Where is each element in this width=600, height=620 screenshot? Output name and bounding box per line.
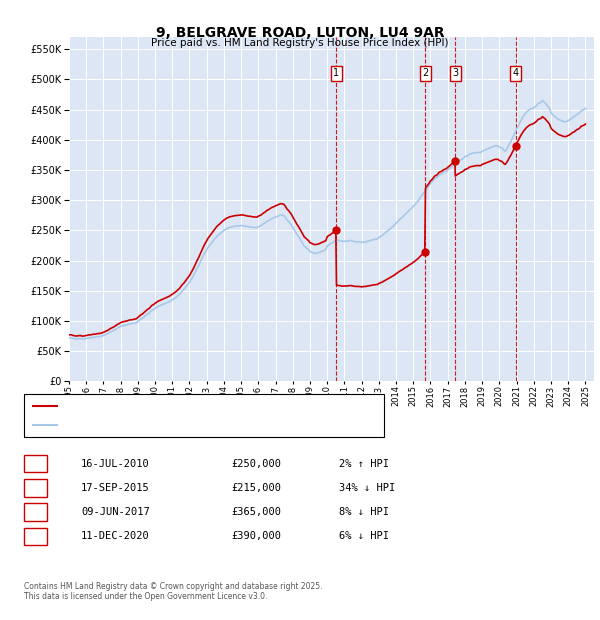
Text: 2% ↑ HPI: 2% ↑ HPI: [339, 459, 389, 469]
Text: 6% ↓ HPI: 6% ↓ HPI: [339, 531, 389, 541]
Text: 16-JUL-2010: 16-JUL-2010: [81, 459, 150, 469]
Text: 8% ↓ HPI: 8% ↓ HPI: [339, 507, 389, 517]
Text: 2: 2: [32, 483, 38, 493]
Text: 4: 4: [512, 68, 518, 78]
Text: 2: 2: [422, 68, 428, 78]
Text: HPI: Average price, detached house, Luton: HPI: Average price, detached house, Luto…: [63, 420, 256, 430]
Text: Price paid vs. HM Land Registry's House Price Index (HPI): Price paid vs. HM Land Registry's House …: [151, 38, 449, 48]
Text: 3: 3: [452, 68, 458, 78]
Text: Contains HM Land Registry data © Crown copyright and database right 2025.
This d: Contains HM Land Registry data © Crown c…: [24, 582, 323, 601]
Text: 1: 1: [32, 459, 38, 469]
Text: £365,000: £365,000: [231, 507, 281, 517]
Text: 3: 3: [32, 507, 38, 517]
Text: 11-DEC-2020: 11-DEC-2020: [81, 531, 150, 541]
Text: 17-SEP-2015: 17-SEP-2015: [81, 483, 150, 493]
Text: £390,000: £390,000: [231, 531, 281, 541]
Text: £215,000: £215,000: [231, 483, 281, 493]
Text: 9, BELGRAVE ROAD, LUTON, LU4 9AR: 9, BELGRAVE ROAD, LUTON, LU4 9AR: [155, 26, 445, 40]
Text: 34% ↓ HPI: 34% ↓ HPI: [339, 483, 395, 493]
Text: 09-JUN-2017: 09-JUN-2017: [81, 507, 150, 517]
Text: 9, BELGRAVE ROAD, LUTON, LU4 9AR (detached house): 9, BELGRAVE ROAD, LUTON, LU4 9AR (detach…: [63, 401, 312, 410]
Text: 4: 4: [32, 531, 38, 541]
Text: £250,000: £250,000: [231, 459, 281, 469]
Text: 1: 1: [334, 68, 340, 78]
